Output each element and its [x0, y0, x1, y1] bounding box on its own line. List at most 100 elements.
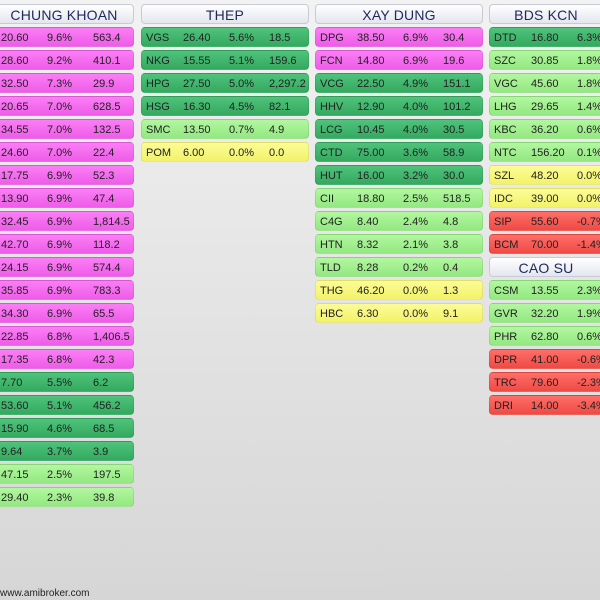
cell-change: 6.9%: [47, 285, 73, 297]
cell-change: 1.8%: [577, 55, 600, 67]
cell-price: 20.60: [1, 32, 29, 44]
table-row[interactable]: 9.64 3.7% 3.9: [0, 441, 134, 461]
cell-change: 5.1%: [47, 400, 73, 412]
table-row[interactable]: HBC 6.30 0.0% 9.1: [315, 303, 483, 323]
cell-change: 6.9%: [47, 170, 73, 182]
row-list: DTD 16.80 6.3% SZC 30.85 1.8% VGC 45.60 1.8% LHG 2…: [489, 27, 600, 254]
cell-volume: 574.4: [93, 262, 121, 274]
table-row[interactable]: 20.65 7.0% 628.5: [0, 96, 134, 116]
cell-price: 55.60: [531, 216, 559, 228]
table-row[interactable]: 13.90 6.9% 47.4: [0, 188, 134, 208]
table-row[interactable]: 34.55 7.0% 132.5: [0, 119, 134, 139]
table-row[interactable]: PHR 62.80 0.6%: [489, 326, 600, 346]
table-row[interactable]: DPR 41.00 -0.6%: [489, 349, 600, 369]
table-row[interactable]: SIP 55.60 -0.7%: [489, 211, 600, 231]
table-row[interactable]: SZC 30.85 1.8%: [489, 50, 600, 70]
table-row[interactable]: NKG 15.55 5.1% 159.6: [141, 50, 309, 70]
section-bds-kcn: BDS KCN DTD 16.80 6.3% SZC 30.85 1.8% VGC 45.60…: [489, 4, 600, 254]
cell-price: 17.75: [1, 170, 29, 182]
table-row[interactable]: POM 6.00 0.0% 0.0: [141, 142, 309, 162]
cell-symbol: SZC: [494, 55, 516, 67]
table-row[interactable]: 17.75 6.9% 52.3: [0, 165, 134, 185]
cell-volume: 19.6: [443, 55, 465, 67]
table-row[interactable]: 35.85 6.9% 783.3: [0, 280, 134, 300]
cell-symbol: VGC: [494, 78, 518, 90]
cell-volume: 82.1: [269, 101, 291, 113]
cell-price: 6.00: [183, 147, 205, 159]
table-row[interactable]: 32.45 6.9% 1,814.5: [0, 211, 134, 231]
table-row[interactable]: HHV 12.90 4.0% 101.2: [315, 96, 483, 116]
cell-symbol: DRI: [494, 400, 513, 412]
table-row[interactable]: NTC 156.20 0.1%: [489, 142, 600, 162]
table-row[interactable]: 24.60 7.0% 22.4: [0, 142, 134, 162]
table-row[interactable]: 17.35 6.8% 42.3: [0, 349, 134, 369]
table-row[interactable]: LCG 10.45 4.0% 30.5: [315, 119, 483, 139]
table-row[interactable]: KBC 36.20 0.6%: [489, 119, 600, 139]
table-row[interactable]: VGC 45.60 1.8%: [489, 73, 600, 93]
cell-volume: 197.5: [93, 469, 121, 481]
table-row[interactable]: THG 46.20 0.0% 1.3: [315, 280, 483, 300]
cell-volume: 58.9: [443, 147, 465, 159]
table-row[interactable]: 32.50 7.3% 29.9: [0, 73, 134, 93]
cell-change: 6.9%: [47, 193, 73, 205]
table-row[interactable]: CII 18.80 2.5% 518.5: [315, 188, 483, 208]
table-row[interactable]: VCG 22.50 4.9% 151.1: [315, 73, 483, 93]
cell-symbol: SZL: [494, 170, 515, 182]
cell-symbol: HBC: [320, 308, 344, 320]
cell-change: -0.6%: [577, 354, 600, 366]
table-row[interactable]: 24.15 6.9% 574.4: [0, 257, 134, 277]
table-row[interactable]: 42.70 6.9% 118.2: [0, 234, 134, 254]
table-row[interactable]: 47.15 2.5% 197.5: [0, 464, 134, 484]
cell-change: 0.0%: [403, 285, 429, 297]
cell-price: 62.80: [531, 331, 559, 343]
cell-price: 46.20: [357, 285, 385, 297]
table-row[interactable]: C4G 8.40 2.4% 4.8: [315, 211, 483, 231]
table-row[interactable]: 53.60 5.1% 456.2: [0, 395, 134, 415]
cell-symbol: BCM: [494, 239, 519, 251]
table-row[interactable]: 22.85 6.8% 1,406.5: [0, 326, 134, 346]
table-row[interactable]: SMC 13.50 0.7% 4.9: [141, 119, 309, 139]
table-row[interactable]: 15.90 4.6% 68.5: [0, 418, 134, 438]
cell-change: 0.2%: [403, 262, 429, 274]
cell-change: 6.9%: [47, 216, 73, 228]
table-row[interactable]: DPG 38.50 6.9% 30.4: [315, 27, 483, 47]
table-row[interactable]: VGS 26.40 5.6% 18.5: [141, 27, 309, 47]
cell-change: -3.4%: [577, 400, 600, 412]
cell-price: 8.40: [357, 216, 379, 228]
cell-price: 18.80: [357, 193, 385, 205]
cell-volume: 410.1: [93, 55, 121, 67]
table-row[interactable]: 20.60 9.6% 563.4: [0, 27, 134, 47]
cell-symbol: NKG: [146, 55, 170, 67]
column-right-stack: BDS KCN DTD 16.80 6.3% SZC 30.85 1.8% VGC 45.60…: [489, 4, 600, 418]
cell-symbol: DPR: [494, 354, 518, 366]
table-row[interactable]: CTD 75.00 3.6% 58.9: [315, 142, 483, 162]
cell-symbol: FCN: [320, 55, 343, 67]
table-row[interactable]: BCM 70.00 -1.4%: [489, 234, 600, 254]
cell-change: 0.0%: [229, 147, 255, 159]
cell-symbol: C4G: [320, 216, 343, 228]
table-row[interactable]: SZL 48.20 0.0%: [489, 165, 600, 185]
table-row[interactable]: HSG 16.30 4.5% 82.1: [141, 96, 309, 116]
cell-change: -2.3%: [577, 377, 600, 389]
cell-price: 26.40: [183, 32, 211, 44]
table-row[interactable]: 7.70 5.5% 6.2: [0, 372, 134, 392]
cell-price: 24.15: [1, 262, 29, 274]
table-row[interactable]: CSM 13.55 2.3%: [489, 280, 600, 300]
table-row[interactable]: TLD 8.28 0.2% 0.4: [315, 257, 483, 277]
table-row[interactable]: TRC 79.60 -2.3%: [489, 372, 600, 392]
table-row[interactable]: HTN 8.32 2.1% 3.8: [315, 234, 483, 254]
table-row[interactable]: FCN 14.80 6.9% 19.6: [315, 50, 483, 70]
table-row[interactable]: DRI 14.00 -3.4%: [489, 395, 600, 415]
table-row[interactable]: GVR 32.20 1.9%: [489, 303, 600, 323]
cell-price: 75.00: [357, 147, 385, 159]
table-row[interactable]: 29.40 2.3% 39.8: [0, 487, 134, 507]
table-row[interactable]: HUT 16.00 3.2% 30.0: [315, 165, 483, 185]
watermark-text: www.amibroker.com: [0, 588, 90, 599]
table-row[interactable]: LHG 29.65 1.4%: [489, 96, 600, 116]
table-row[interactable]: HPG 27.50 5.0% 2,297.2: [141, 73, 309, 93]
table-row[interactable]: IDC 39.00 0.0%: [489, 188, 600, 208]
table-row[interactable]: DTD 16.80 6.3%: [489, 27, 600, 47]
table-row[interactable]: 28.60 9.2% 410.1: [0, 50, 134, 70]
cell-volume: 4.8: [443, 216, 459, 228]
table-row[interactable]: 34.30 6.9% 65.5: [0, 303, 134, 323]
